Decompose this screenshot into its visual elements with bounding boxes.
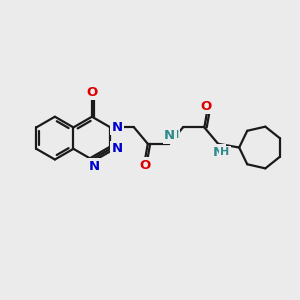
Text: O: O bbox=[86, 85, 98, 99]
Text: N: N bbox=[112, 142, 123, 155]
Text: N: N bbox=[112, 121, 123, 134]
Text: O: O bbox=[139, 159, 150, 172]
Text: N: N bbox=[89, 160, 100, 172]
Text: O: O bbox=[201, 100, 212, 112]
Text: H: H bbox=[170, 130, 179, 140]
Text: N: N bbox=[164, 129, 175, 142]
Text: N: N bbox=[213, 146, 224, 159]
Text: H: H bbox=[220, 147, 229, 157]
